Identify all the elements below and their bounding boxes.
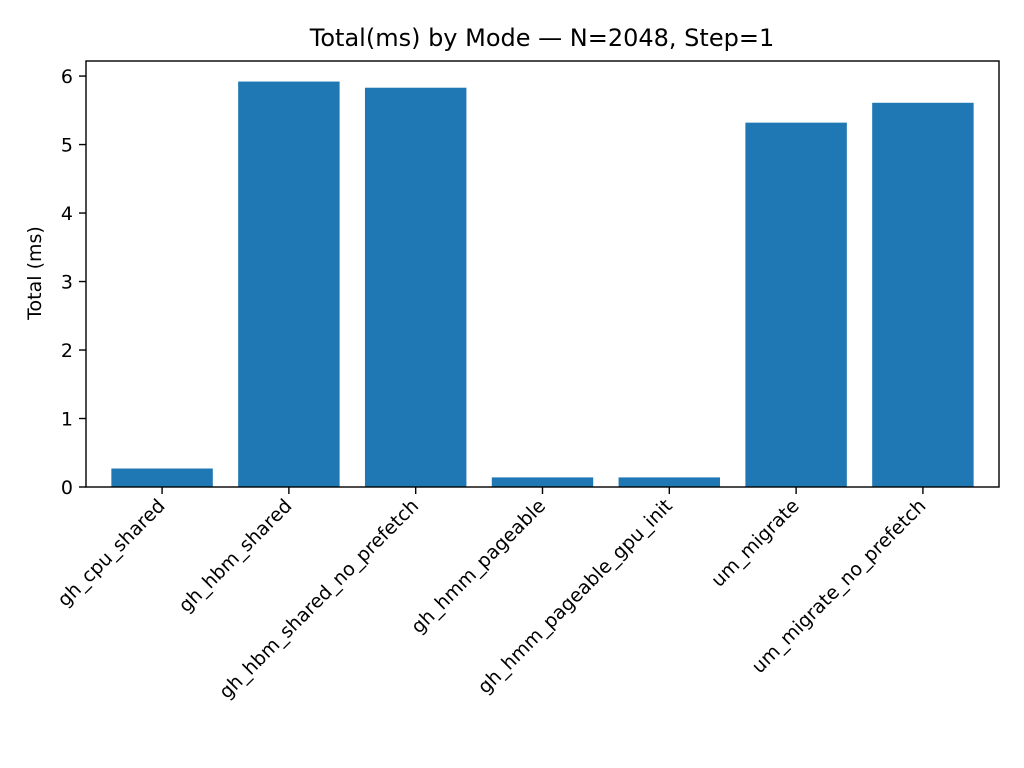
y-axis-ticks: 0 1 2 3 4 5 6 — [61, 66, 86, 499]
x-tick-label: gh_hmm_pageable — [407, 495, 550, 638]
chart-title: Total(ms) by Mode — N=2048, Step=1 — [309, 24, 774, 52]
bar-gh-hbm-shared — [238, 81, 340, 488]
bar-um-migrate — [745, 122, 847, 487]
y-tick-label: 1 — [61, 409, 73, 431]
bar-um-migrate-no-prefetch — [872, 102, 974, 487]
bar-gh-hbm-shared-no-prefetch — [364, 87, 467, 488]
y-tick-label: 3 — [61, 272, 73, 294]
x-tick-label: um_migrate — [707, 495, 804, 592]
x-tick-label: gh_cpu_shared — [53, 495, 169, 611]
y-tick-label: 2 — [61, 340, 73, 362]
x-axis-ticks: gh_cpu_shared gh_hbm_sharedgh_hbm_shared_… — [53, 487, 930, 703]
x-tick-label: gh_hbm_shared — [174, 495, 296, 617]
y-axis-label: Total (ms) — [24, 226, 46, 321]
bar-gh-hmm-pageable — [491, 477, 594, 487]
bar-gh-cpu-shared — [111, 468, 213, 487]
y-tick-label: 4 — [61, 203, 73, 225]
plot-area-frame — [85, 60, 1000, 488]
y-tick-label: 5 — [61, 135, 73, 157]
y-tick-label: 6 — [61, 66, 73, 88]
bars-group — [111, 81, 974, 488]
y-tick-label: 0 — [61, 477, 73, 499]
bar-gh-hmm-pageable-gpu-init — [618, 477, 721, 487]
x-tick-label: gh_hbm_shared_no_prefetch — [215, 495, 423, 703]
